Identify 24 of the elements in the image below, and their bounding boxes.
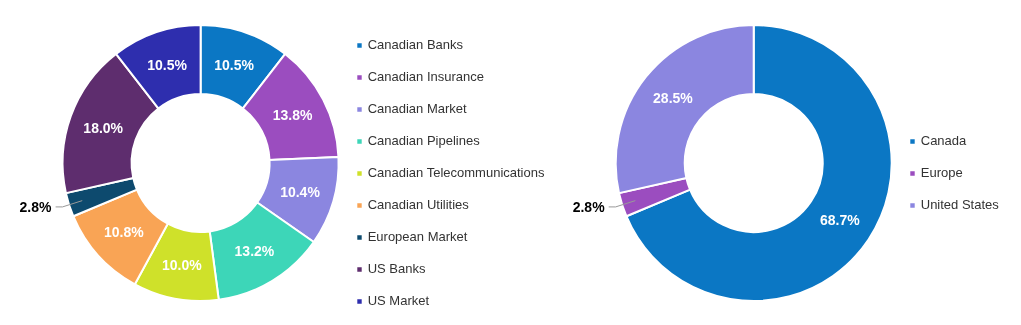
data-label: 2.8% (19, 198, 53, 215)
legend-label: Canadian Banks (367, 36, 464, 54)
data-label: 10.8% (103, 224, 145, 241)
legend-label: United States (920, 196, 999, 214)
legend-label: Canadian Market (367, 100, 467, 118)
legend-label: US Market (367, 292, 430, 310)
data-label: 68.7% (820, 212, 861, 229)
legend-label: US Banks (367, 260, 426, 278)
data-label: 28.5% (653, 90, 694, 107)
data-label: 10.0% (162, 256, 203, 273)
data-label: 18.0% (83, 119, 124, 136)
legend-label: Canadian Utilities (367, 196, 469, 214)
legend-label: Canadian Insurance (367, 68, 485, 86)
data-label: 10.5% (214, 57, 255, 74)
legend-label: Canadian Pipelines (367, 132, 480, 150)
data-label: 13.8% (272, 107, 313, 124)
data-label: 10.4% (280, 183, 321, 200)
data-label: 13.2% (234, 243, 275, 260)
data-label: 2.8% (572, 198, 606, 215)
legend-label: European Market (367, 228, 468, 246)
data-label: 10.5% (147, 57, 188, 74)
legend-label: Canada (920, 132, 967, 150)
legend-label: Canadian Telecommunications (367, 164, 545, 182)
legend-label: Europe (920, 164, 963, 182)
